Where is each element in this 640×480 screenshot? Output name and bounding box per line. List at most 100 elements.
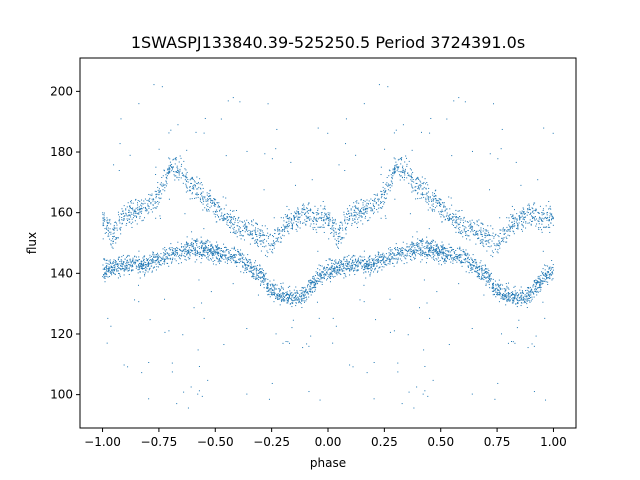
data-point [171, 247, 173, 249]
data-point [276, 297, 278, 299]
data-point [311, 179, 313, 181]
data-point [227, 258, 229, 260]
data-point [222, 218, 224, 220]
data-point [374, 268, 376, 270]
data-point [348, 219, 350, 221]
data-point [428, 254, 430, 256]
data-point [184, 252, 186, 254]
data-point [394, 247, 396, 249]
data-point [335, 261, 337, 263]
data-point [133, 262, 135, 264]
data-point [355, 216, 357, 218]
data-point [514, 296, 516, 298]
data-point [321, 219, 323, 221]
data-point [114, 266, 116, 268]
data-point [283, 296, 285, 298]
data-point [134, 259, 136, 261]
data-point [177, 124, 179, 126]
data-point [280, 295, 282, 297]
data-point [544, 317, 546, 319]
data-point [213, 250, 215, 252]
data-point [111, 246, 113, 248]
data-point [200, 193, 202, 195]
data-point [333, 269, 335, 271]
data-point [528, 222, 530, 224]
data-point [377, 258, 379, 260]
data-point [368, 271, 370, 273]
data-point [539, 277, 541, 279]
data-point [477, 273, 479, 275]
data-point [255, 271, 257, 273]
data-point [394, 170, 396, 172]
data-point [317, 280, 319, 282]
data-point [291, 227, 293, 229]
data-point [291, 306, 293, 308]
data-point [154, 262, 156, 264]
data-point [332, 221, 334, 223]
data-point [552, 264, 554, 266]
data-point [511, 294, 513, 296]
data-point [170, 257, 172, 259]
data-point [331, 269, 333, 271]
data-point [183, 255, 185, 257]
data-point [326, 279, 328, 281]
data-point [542, 226, 544, 228]
data-point [531, 298, 533, 300]
data-point [328, 274, 330, 276]
data-point [303, 300, 305, 302]
data-point [323, 275, 325, 277]
data-point [326, 273, 328, 275]
data-point [431, 209, 433, 211]
data-point [319, 272, 321, 274]
data-point [182, 182, 184, 184]
data-point [382, 206, 384, 208]
data-point [550, 214, 552, 216]
data-point [532, 217, 534, 219]
data-point [279, 291, 281, 293]
data-point [400, 157, 402, 159]
data-point [119, 260, 121, 262]
data-point [150, 203, 152, 205]
data-point [285, 341, 287, 342]
data-point [229, 259, 231, 261]
data-point [428, 247, 430, 249]
data-point [369, 267, 371, 269]
data-point [197, 349, 199, 351]
data-point [422, 250, 424, 252]
data-point [427, 242, 429, 244]
data-point [410, 256, 412, 258]
data-point [186, 180, 188, 182]
data-point [323, 226, 325, 228]
data-point [338, 259, 340, 261]
data-point [234, 231, 236, 233]
data-point [103, 222, 105, 224]
data-point [374, 269, 376, 271]
data-point [447, 258, 449, 260]
data-point [395, 129, 397, 131]
data-point [297, 221, 299, 223]
data-point [368, 255, 370, 257]
data-point [252, 266, 254, 268]
data-point [261, 240, 263, 242]
data-point [516, 222, 518, 224]
data-point [537, 291, 539, 293]
data-point [535, 288, 537, 290]
data-point [119, 143, 121, 145]
data-point [516, 218, 518, 220]
data-point [329, 276, 331, 278]
data-point [411, 241, 413, 243]
data-point [274, 243, 276, 245]
data-point [141, 263, 143, 265]
data-point [320, 276, 322, 278]
data-point [440, 214, 442, 216]
data-point [311, 287, 313, 289]
data-point [221, 254, 223, 256]
data-point [493, 293, 495, 295]
data-point [362, 260, 364, 262]
data-point [164, 331, 166, 333]
data-point [460, 261, 462, 263]
data-point [485, 284, 487, 286]
data-point [545, 274, 547, 276]
data-point [239, 253, 241, 255]
data-point [276, 288, 278, 290]
